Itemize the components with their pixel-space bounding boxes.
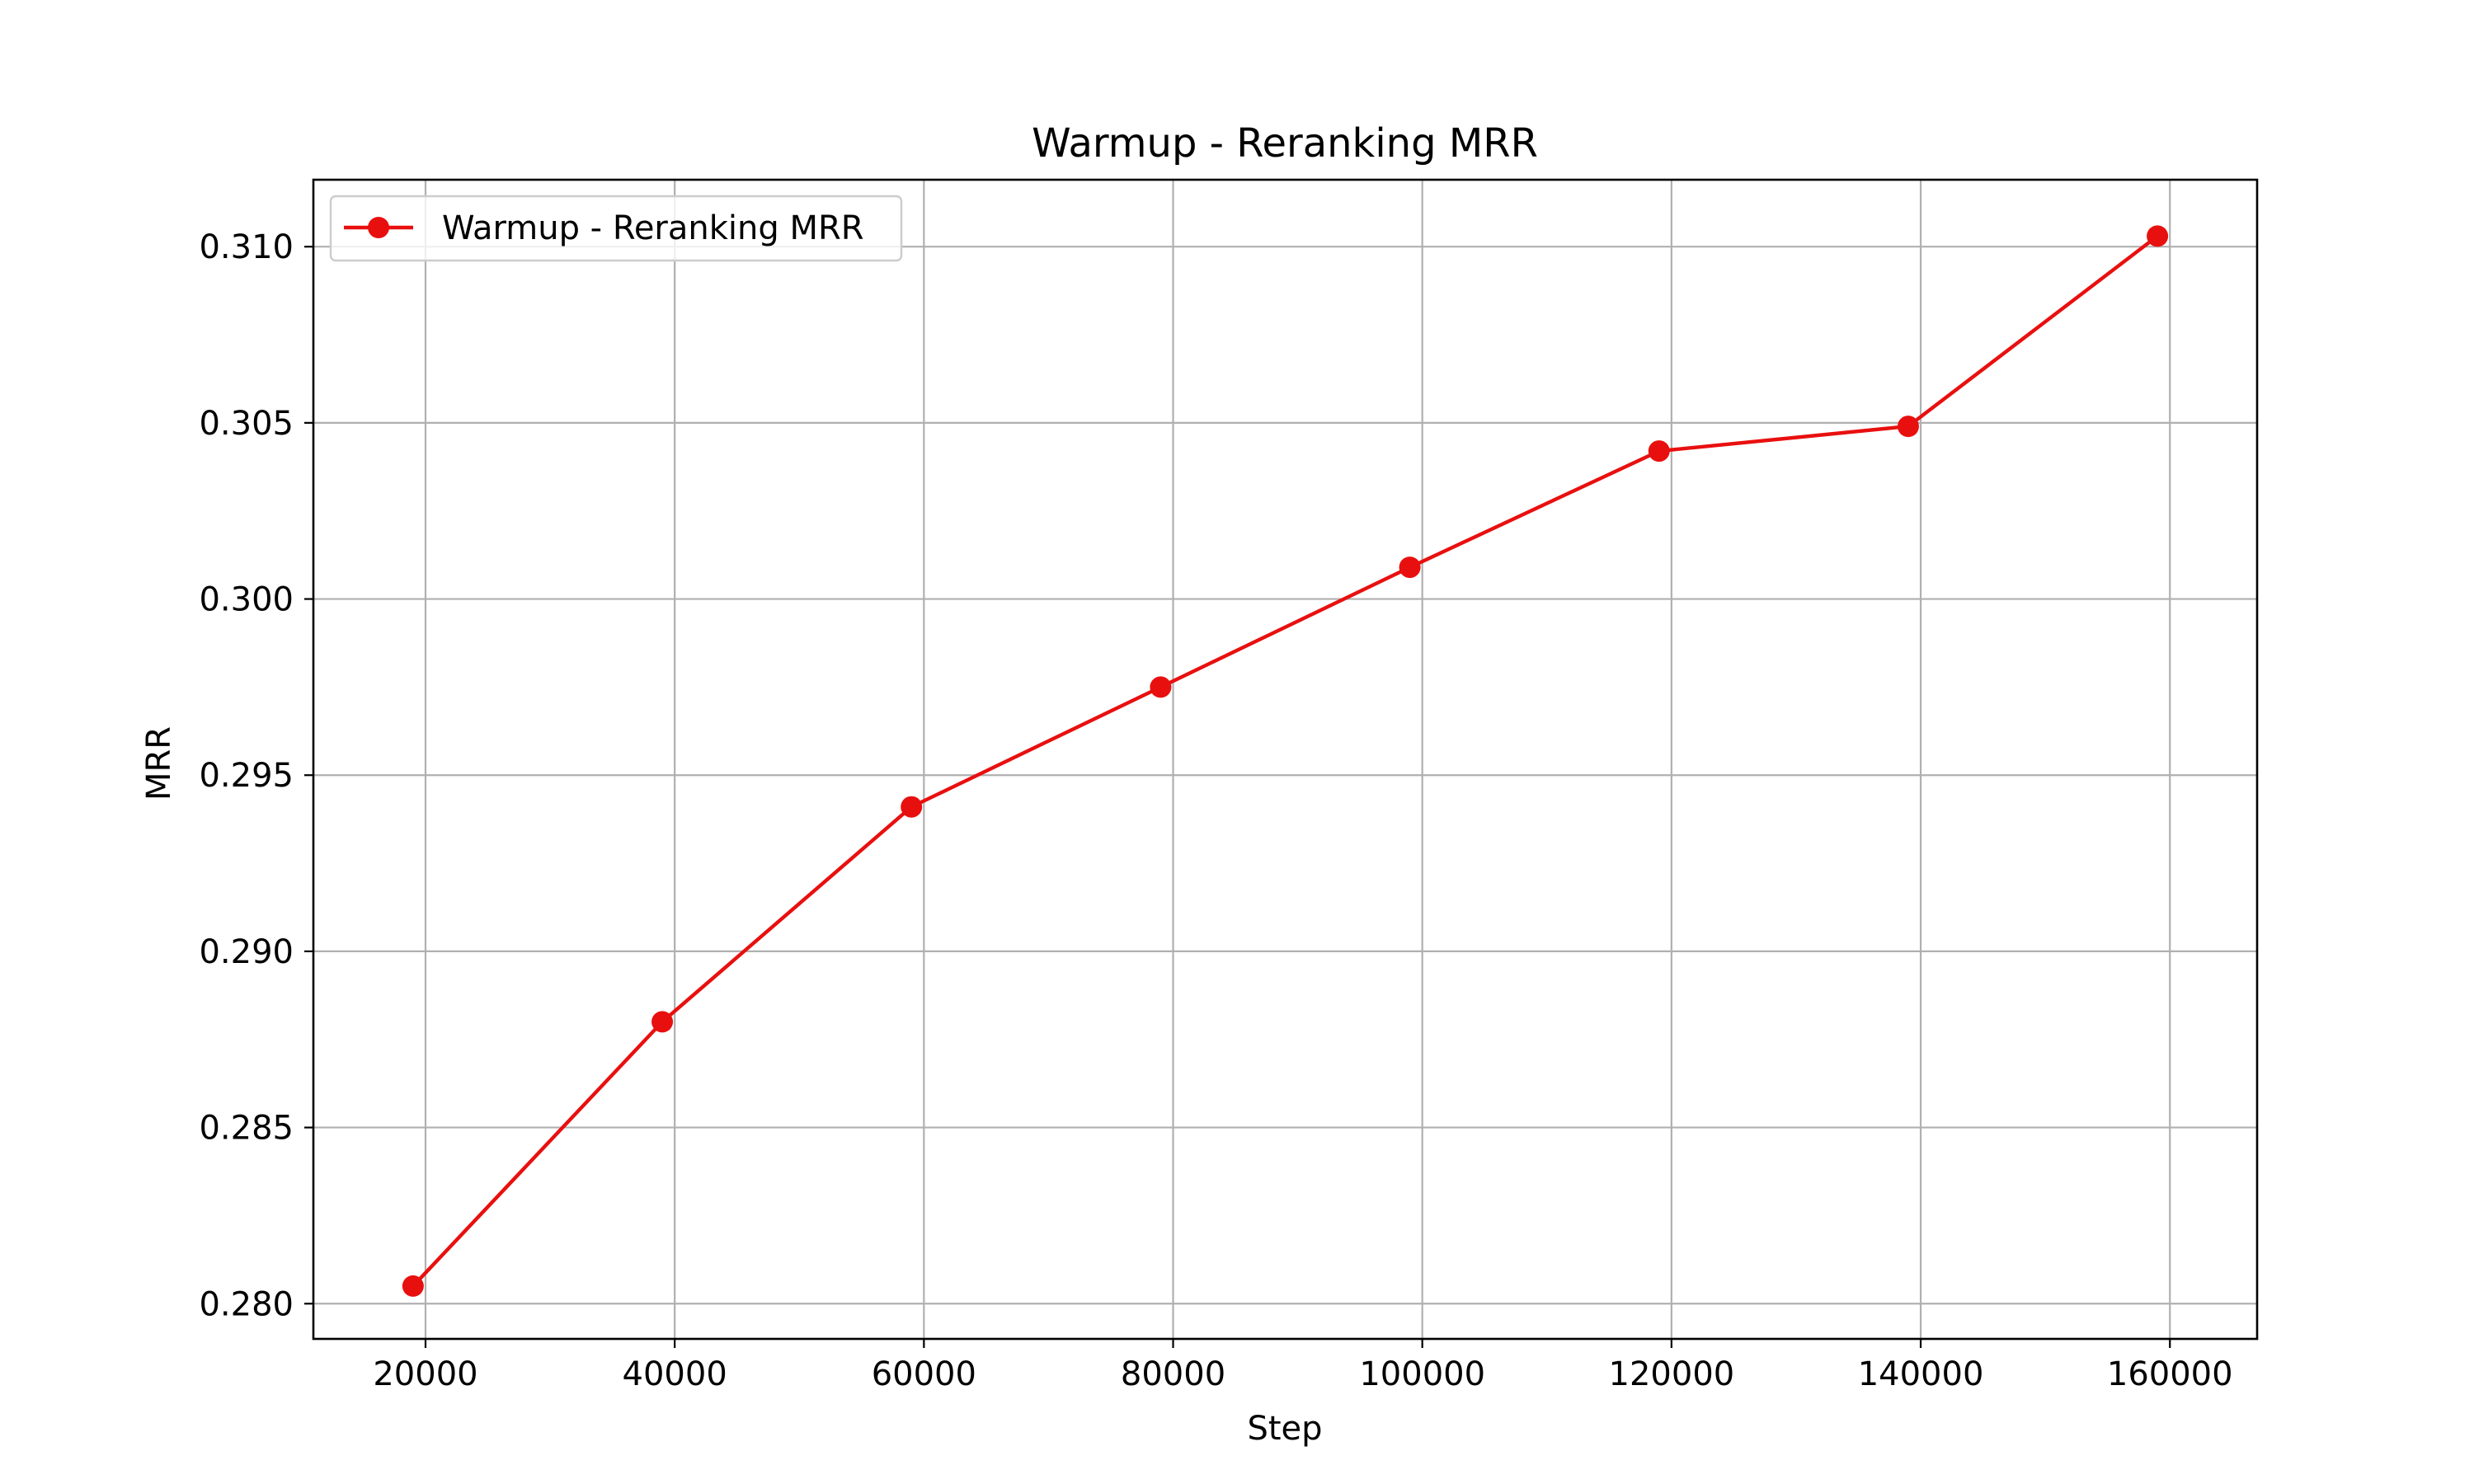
x-tick-label: 160000 — [2107, 1355, 2233, 1393]
x-tick-label: 60000 — [872, 1355, 976, 1393]
y-tick-label: 0.310 — [199, 228, 294, 266]
series-line — [412, 234, 2159, 1288]
plot-frame — [312, 178, 2259, 1341]
y-axis-label: MRR — [140, 726, 178, 801]
data-point — [1897, 416, 1919, 438]
x-axis-label: Step — [1247, 1410, 1322, 1448]
legend: Warmup - Reranking MRR — [329, 195, 903, 262]
grid — [313, 180, 2257, 1339]
chart-title: Warmup - Reranking MRR — [1032, 120, 1538, 167]
x-axis: 20000 40000 60000 80000 100000 120000 140000 16… — [373, 1339, 2233, 1393]
y-tick-label: 0.300 — [199, 581, 294, 619]
x-tick-label: 120000 — [1609, 1355, 1735, 1393]
y-tick-label: 0.280 — [199, 1285, 294, 1323]
y-tick-label: 0.305 — [199, 405, 294, 443]
y-tick-label: 0.285 — [199, 1110, 294, 1148]
legend-box — [329, 195, 903, 262]
y-tick-label: 0.290 — [199, 933, 294, 971]
legend-marker — [368, 217, 389, 238]
data-point — [1648, 440, 1670, 463]
x-tick-label: 140000 — [1858, 1355, 1984, 1393]
series-layer — [402, 225, 2169, 1297]
data-point — [651, 1011, 674, 1033]
data-point — [2147, 225, 2169, 247]
data-point — [901, 796, 923, 818]
data-point — [1399, 556, 1421, 579]
x-tick-label: 40000 — [623, 1355, 727, 1393]
y-axis: 0.280 0.285 0.290 0.295 0.300 0.305 0.310 — [199, 228, 313, 1323]
data-point — [402, 1275, 424, 1297]
x-tick-label: 20000 — [373, 1355, 477, 1393]
legend-label: Warmup - Reranking MRR — [442, 209, 864, 247]
y-tick-label: 0.295 — [199, 757, 294, 795]
data-point — [1150, 676, 1172, 698]
x-tick-label: 80000 — [1121, 1355, 1225, 1393]
x-tick-label: 100000 — [1359, 1355, 1485, 1393]
